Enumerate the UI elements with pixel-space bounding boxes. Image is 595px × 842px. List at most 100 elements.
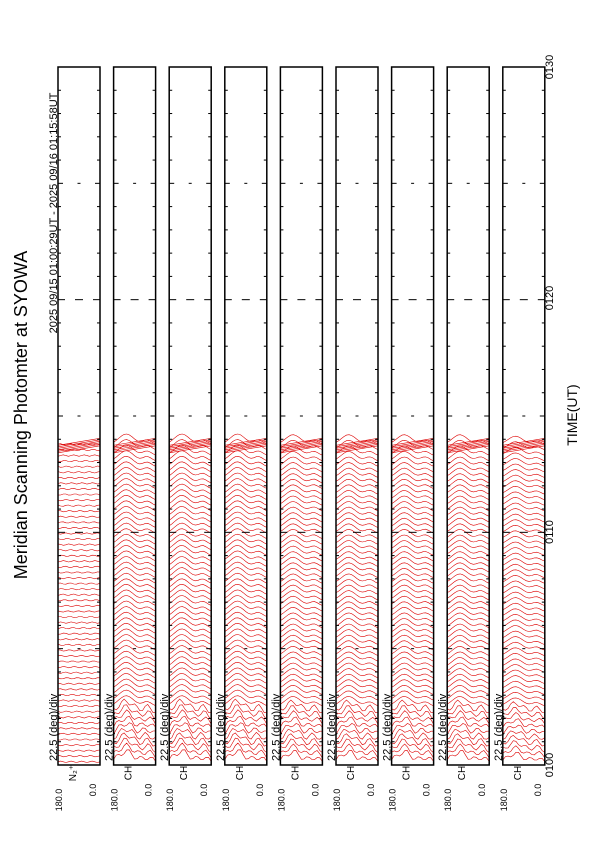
panel-4-trace: [224, 506, 267, 517]
panel-8-scale-label: 22.5 (deg)/div: [437, 693, 449, 761]
panel-6-scale-label: 22.5 (deg)/div: [326, 693, 338, 761]
panel-3-spike: [169, 442, 212, 451]
panel-3-trace: [169, 634, 212, 645]
panel-7-trace: [391, 629, 434, 640]
panel-8-trace: [447, 696, 490, 707]
panel-7-trace: [391, 490, 434, 500]
panel-3-trace: [169, 667, 212, 679]
panel-2-spike: [113, 442, 156, 451]
panel-1-spike: [57, 440, 101, 449]
panel-7-trace: [391, 478, 434, 489]
panel-9-trace: [502, 597, 545, 606]
panel-7-trace: [391, 529, 434, 539]
panel-7-trace: [391, 618, 434, 629]
panel-7-trace: [391, 506, 434, 517]
panel-8-trace: [447, 467, 490, 478]
panel-1-trace: [57, 543, 101, 546]
panel-5-trace: [280, 723, 323, 735]
panel-2: 180.0 CH 0.0 22.5 (deg)/div: [104, 66, 157, 811]
panel-3-trace: [168, 715, 212, 728]
panel-5-scale-label: 22.5 (deg)/div: [270, 693, 282, 761]
panel-2-trace: [113, 628, 156, 640]
panel-3-trace: [169, 673, 212, 684]
panel-4-trace: [224, 673, 267, 684]
panel-8-trace: [447, 529, 490, 539]
panel-2-channel-label: CH: [124, 766, 135, 780]
panel-6-trace: [335, 562, 379, 573]
panel-8-trace: [447, 540, 490, 551]
panel-5-trace: [280, 696, 323, 707]
panel-3-trace: [169, 511, 212, 523]
panel-4-trace: [224, 645, 267, 656]
panel-2-trace: [113, 650, 156, 662]
panel-5-trace: [280, 501, 323, 512]
panel-6-trace: [335, 640, 379, 651]
panel-9-channel-label: CH: [513, 766, 524, 780]
panel-2-trace: [113, 550, 156, 562]
panel-6-trace: [335, 467, 379, 478]
panel-3-trace: [169, 695, 212, 706]
panel-9-spike: [502, 437, 545, 446]
panel-4-trace: [224, 533, 267, 545]
panel-4-trace: [224, 539, 267, 551]
panel-9-trace: [502, 569, 545, 579]
panel-1-trace: [57, 471, 101, 474]
panel-4-trace: [224, 709, 268, 725]
panel-9-trace: [502, 519, 545, 528]
panel-7-trace: [391, 645, 434, 656]
panel-5-trace: [280, 743, 323, 759]
panel-5-trace: [280, 495, 323, 506]
panel-5-trace: [280, 434, 323, 445]
panel-5-trace: [280, 579, 323, 590]
panel-3-trace: [169, 539, 212, 551]
panel-3-trace: [169, 611, 212, 623]
panel-3-spike: [169, 443, 212, 452]
panel-1-trace: [57, 627, 101, 630]
panel-2-trace: [113, 600, 156, 612]
panel-6-trace: [335, 750, 379, 762]
panel-9-trace: [502, 558, 545, 567]
panel-7-trace: [391, 743, 434, 759]
panel-2-trace: [113, 617, 156, 629]
panel-6-trace: [335, 568, 379, 578]
panel-9-trace: [502, 547, 545, 556]
panel-7-spike: [391, 439, 434, 448]
panel-4-trace: [224, 589, 267, 601]
panel-1-trace: [57, 744, 101, 747]
panel-6-traces: [335, 434, 379, 762]
panel-9-trace: [502, 536, 545, 545]
panel-6-trace: [335, 501, 379, 512]
panel-2-trace: [113, 611, 156, 623]
panel-6: 180.0 CH 0.0 22.5 (deg)/div: [326, 66, 379, 811]
panel-9-trace: [502, 664, 545, 673]
panel-7-trace: [391, 612, 434, 623]
panel-5-spike: [280, 439, 323, 448]
panel-7-bottom-label: 0.0: [422, 784, 432, 797]
panel-6-spike: [335, 439, 379, 448]
panel-7-spike: [391, 437, 434, 446]
panel-3-trace: [169, 517, 212, 528]
panel-2-trace: [113, 533, 156, 545]
panel-2-trace: [113, 728, 156, 740]
panel-3-trace: [169, 589, 212, 601]
panel-6-trace: [335, 696, 379, 707]
panel-9-trace: [502, 641, 545, 651]
panel-6-trace: [335, 684, 379, 695]
panel-1-trace: [58, 616, 101, 618]
panel-3-channel-label: CH: [179, 766, 190, 780]
panel-8-bottom-label: 0.0: [477, 784, 487, 797]
panel-6-bottom-label: 0.0: [366, 784, 376, 797]
panel-8-trace: [447, 606, 490, 617]
panel-5-trace: [280, 728, 323, 740]
panel-8-spike: [447, 445, 490, 454]
panel-3-trace: [169, 656, 212, 667]
panel-2-trace: [113, 639, 156, 651]
panel-7-trace: [391, 705, 434, 720]
panel-7-trace: [391, 545, 434, 556]
panel-3-scale-label: 22.5 (deg)/div: [159, 693, 171, 761]
panel-6-trace: [335, 601, 379, 612]
panel-3-trace: [169, 583, 212, 595]
panel-1-trace: [57, 671, 101, 674]
panel-2-trace: [113, 645, 156, 656]
panel-1-trace: [57, 460, 101, 463]
